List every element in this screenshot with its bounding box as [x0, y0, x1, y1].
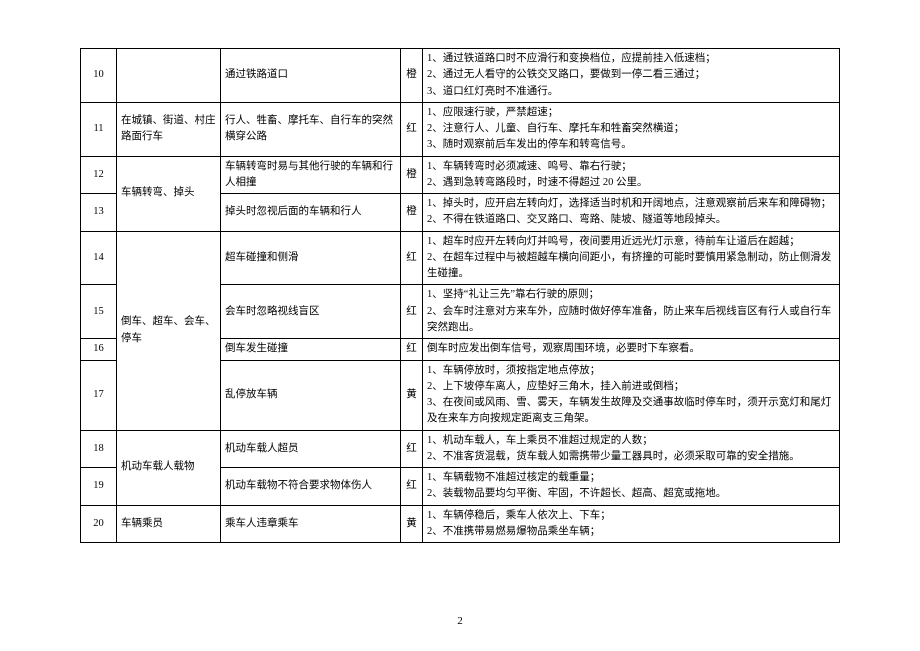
remark-line: 1、车辆载物不准超过核定的载重量；	[427, 470, 835, 486]
row-number: 12	[81, 156, 117, 194]
remark-line: 1、通过铁道路口时不应滑行和变换档位，应提前挂入低速档；	[427, 51, 835, 67]
remarks-cell: 1、掉头时，应开启左转向灯，选择适当时机和开阔地点，注意观察前后来车和障碍物；2…	[423, 194, 840, 232]
level-cell: 红	[401, 102, 423, 156]
level-cell: 橙	[401, 49, 423, 103]
remark-line: 2、遇到急转弯路段时，时速不得超过 20 公里。	[427, 175, 835, 191]
row-number: 14	[81, 231, 117, 285]
remark-line: 2、上下坡停车离人，应垫好三角木，挂入前进或倒档；	[427, 379, 835, 395]
category-cell: 车辆乘员	[117, 505, 221, 543]
level-cell: 红	[401, 231, 423, 285]
remark-line: 2、在超车过程中与被超越车横向间距小，有挤撞的可能时要慎用紧急制动，防止侧滑发生…	[427, 250, 835, 283]
remarks-cell: 1、通过铁道路口时不应滑行和变换档位，应提前挂入低速档；2、通过无人看守的公铁交…	[423, 49, 840, 103]
level-cell: 黄	[401, 505, 423, 543]
table-row: 11在城镇、街道、村庄路面行车行人、牲畜、摩托车、自行车的突然横穿公路红1、应限…	[81, 102, 840, 156]
level-cell: 黄	[401, 360, 423, 430]
remark-line: 3、随时观察前后车发出的停车和转弯信号。	[427, 137, 835, 153]
remark-line: 2、注意行人、儿童、自行车、摩托车和牲畜突然横道；	[427, 121, 835, 137]
hazard-cell: 掉头时忽视后面的车辆和行人	[221, 194, 401, 232]
remarks-cell: 1、超车时应开左转向灯并鸣号，夜间要用近远光灯示意，待前车让道后在超越；2、在超…	[423, 231, 840, 285]
remark-line: 2、会车时注意对方来车外，应随时做好停车准备，防止来车后视线盲区有行人或自行车突…	[427, 304, 835, 337]
remarks-cell: 1、车辆转弯时必须减速、鸣号、靠右行驶；2、遇到急转弯路段时，时速不得超过 20…	[423, 156, 840, 194]
remarks-cell: 倒车时应发出倒车信号，观察周围环境，必要时下车察看。	[423, 339, 840, 360]
hazard-cell: 超车碰撞和侧滑	[221, 231, 401, 285]
remarks-cell: 1、车辆载物不准超过核定的载重量；2、装载物品要均匀平衡、牢固，不许超长、超高、…	[423, 468, 840, 506]
remark-line: 1、车辆停放时，须按指定地点停放；	[427, 363, 835, 379]
document-page: 10通过铁路道口橙1、通过铁道路口时不应滑行和变换档位，应提前挂入低速档；2、通…	[0, 0, 920, 651]
remark-line: 1、坚持“礼让三先”靠右行驶的原则；	[427, 287, 835, 303]
remark-line: 3、道口红灯亮时不准通行。	[427, 84, 835, 100]
level-cell: 橙	[401, 156, 423, 194]
row-number: 15	[81, 285, 117, 339]
category-cell	[117, 49, 221, 103]
table-row: 20车辆乘员乘车人违章乘车黄1、车辆停稳后，乘车人依次上、下车；2、不准携带易燃…	[81, 505, 840, 543]
remarks-cell: 1、车辆停放时，须按指定地点停放；2、上下坡停车离人，应垫好三角木，挂入前进或倒…	[423, 360, 840, 430]
category-cell: 倒车、超车、会车、停车	[117, 231, 221, 430]
row-number: 11	[81, 102, 117, 156]
hazard-cell: 机动车载物不符合要求物体伤人	[221, 468, 401, 506]
remarks-cell: 1、车辆停稳后，乘车人依次上、下车；2、不准携带易燃易爆物品乘坐车辆；	[423, 505, 840, 543]
hazard-cell: 会车时忽略视线盲区	[221, 285, 401, 339]
remark-line: 2、不得在铁道路口、交叉路口、弯路、陡坡、隧道等地段掉头。	[427, 212, 835, 228]
row-number: 18	[81, 430, 117, 468]
level-cell: 红	[401, 339, 423, 360]
remark-line: 1、车辆停稳后，乘车人依次上、下车；	[427, 508, 835, 524]
hazard-cell: 乱停放车辆	[221, 360, 401, 430]
remark-line: 2、装载物品要均匀平衡、牢固，不许超长、超高、超宽或拖地。	[427, 486, 835, 502]
remarks-cell: 1、应限速行驶，严禁超速；2、注意行人、儿童、自行车、摩托车和牲畜突然横道；3、…	[423, 102, 840, 156]
page-number: 2	[0, 615, 920, 627]
remark-line: 1、掉头时，应开启左转向灯，选择适当时机和开阔地点，注意观察前后来车和障碍物；	[427, 196, 835, 212]
hazard-cell: 机动车载人超员	[221, 430, 401, 468]
remark-line: 倒车时应发出倒车信号，观察周围环境，必要时下车察看。	[427, 341, 835, 357]
category-cell: 在城镇、街道、村庄路面行车	[117, 102, 221, 156]
remark-line: 2、通过无人看守的公铁交叉路口，要做到一停二看三通过；	[427, 67, 835, 83]
row-number: 17	[81, 360, 117, 430]
table-row: 12车辆转弯、掉头车辆转弯时易与其他行驶的车辆和行人相撞橙1、车辆转弯时必须减速…	[81, 156, 840, 194]
hazard-cell: 通过铁路道口	[221, 49, 401, 103]
table-row: 14倒车、超车、会车、停车超车碰撞和侧滑红1、超车时应开左转向灯并鸣号，夜间要用…	[81, 231, 840, 285]
row-number: 19	[81, 468, 117, 506]
level-cell: 橙	[401, 194, 423, 232]
remark-line: 1、超车时应开左转向灯并鸣号，夜间要用近远光灯示意，待前车让道后在超越；	[427, 234, 835, 250]
level-cell: 红	[401, 285, 423, 339]
level-cell: 红	[401, 468, 423, 506]
row-number: 20	[81, 505, 117, 543]
category-cell: 车辆转弯、掉头	[117, 156, 221, 231]
remark-line: 2、不准携带易燃易爆物品乘坐车辆；	[427, 524, 835, 540]
row-number: 16	[81, 339, 117, 360]
category-cell: 机动车载人载物	[117, 430, 221, 505]
remark-line: 1、车辆转弯时必须减速、鸣号、靠右行驶；	[427, 159, 835, 175]
hazard-cell: 车辆转弯时易与其他行驶的车辆和行人相撞	[221, 156, 401, 194]
remark-line: 1、机动车载人，车上乘员不准超过规定的人数；	[427, 433, 835, 449]
remarks-cell: 1、坚持“礼让三先”靠右行驶的原则；2、会车时注意对方来车外，应随时做好停车准备…	[423, 285, 840, 339]
remark-line: 3、在夜间或风雨、雪、雾天，车辆发生故障及交通事故临时停车时，须开示宽灯和尾灯及…	[427, 395, 835, 428]
hazard-cell: 行人、牲畜、摩托车、自行车的突然横穿公路	[221, 102, 401, 156]
remark-line: 1、应限速行驶，严禁超速；	[427, 105, 835, 121]
level-cell: 红	[401, 430, 423, 468]
row-number: 13	[81, 194, 117, 232]
remark-line: 2、不准客货混载，货车载人如需携带少量工器具时，必须采取可靠的安全措施。	[427, 449, 835, 465]
table-row: 18机动车载人载物机动车载人超员红1、机动车载人，车上乘员不准超过规定的人数；2…	[81, 430, 840, 468]
hazard-table: 10通过铁路道口橙1、通过铁道路口时不应滑行和变换档位，应提前挂入低速档；2、通…	[80, 48, 840, 543]
hazard-cell: 乘车人违章乘车	[221, 505, 401, 543]
remarks-cell: 1、机动车载人，车上乘员不准超过规定的人数；2、不准客货混载，货车载人如需携带少…	[423, 430, 840, 468]
table-row: 10 通过铁路道口橙1、通过铁道路口时不应滑行和变换档位，应提前挂入低速档；2、通…	[81, 49, 840, 103]
row-number: 10	[81, 49, 117, 103]
hazard-cell: 倒车发生碰撞	[221, 339, 401, 360]
